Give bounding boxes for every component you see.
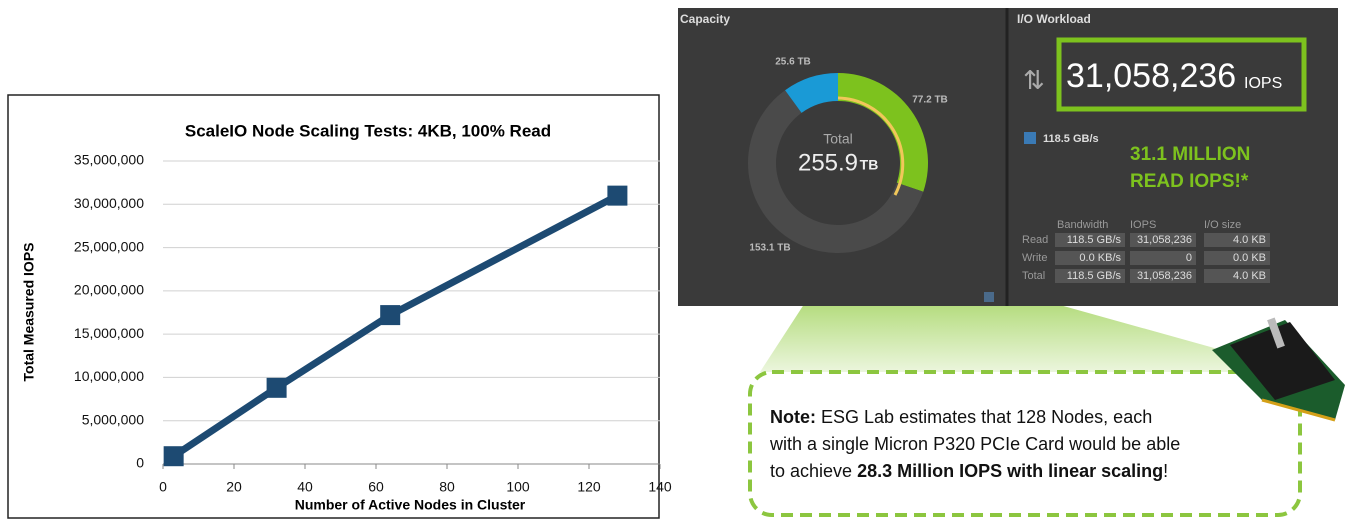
y-tick-label: 0 <box>136 455 144 471</box>
y-tick-label: 25,000,000 <box>74 238 144 254</box>
x-tick-label: 60 <box>368 479 384 495</box>
note-lead: Note: <box>770 407 816 427</box>
x-tick-label: 20 <box>226 479 242 495</box>
row-label: Total <box>1022 270 1045 282</box>
y-tick-label: 20,000,000 <box>74 282 144 298</box>
slice-label: 25.6 TB <box>775 57 811 68</box>
note-end: ! <box>1163 461 1168 481</box>
note-text: ESG Lab estimates that 128 Nodes, each <box>821 407 1152 427</box>
row-label: Read <box>1022 234 1048 246</box>
table-value: 31,058,236 <box>1137 234 1192 246</box>
table-header: Bandwidth <box>1057 219 1108 231</box>
x-tick-label: 0 <box>159 479 167 495</box>
note-line: to achieve 28.3 Million IOPS with linear… <box>770 461 1168 481</box>
x-tick-label: 140 <box>648 479 672 495</box>
figure: ScaleIO Node Scaling Tests: 4KB, 100% Re… <box>0 0 1346 519</box>
y-tick-label: 30,000,000 <box>74 195 144 211</box>
table-value: 0.0 KB <box>1233 252 1266 264</box>
y-tick-label: 10,000,000 <box>74 368 144 384</box>
table-value: 118.5 GB/s <box>1067 270 1122 282</box>
chart-title: ScaleIO Node Scaling Tests: 4KB, 100% Re… <box>185 121 551 140</box>
x-tick-label: 100 <box>506 479 530 495</box>
iops-unit: IOPS <box>1244 75 1282 92</box>
y-axis-label: Total Measured IOPS <box>21 243 37 382</box>
slice-label: 153.1 TB <box>749 243 790 254</box>
total-label: Total <box>823 131 853 147</box>
table-value: 0.0 KB/s <box>1079 252 1121 264</box>
x-axis-label: Number of Active Nodes in Cluster <box>295 497 526 513</box>
capacity-title: Capacity <box>680 12 730 26</box>
iops-value: 31,058,236 <box>1066 57 1236 95</box>
note-line: Note: ESG Lab estimates that 128 Nodes, … <box>770 407 1152 427</box>
table-header: IOPS <box>1130 219 1156 231</box>
total-value: 255.9 <box>798 149 858 176</box>
note-text: to achieve <box>770 461 852 481</box>
bandwidth: 118.5 GB/s <box>1043 133 1099 145</box>
point-marker <box>164 446 184 466</box>
y-tick-label: 35,000,000 <box>74 152 144 168</box>
headline: 31.1 MILLION <box>1130 144 1250 165</box>
table-value: 31,058,236 <box>1137 270 1192 282</box>
expand-icon[interactable] <box>984 292 994 302</box>
page: {"chart_data": [ {"type": "line", "title… <box>0 0 1346 519</box>
row-label: Write <box>1022 252 1047 264</box>
bandwidth-icon <box>1024 132 1036 144</box>
arrows-icon: ⇅ <box>1023 65 1045 95</box>
point-marker <box>380 305 400 325</box>
table-value: 4.0 KB <box>1233 234 1266 246</box>
io-title: I/O Workload <box>1017 12 1091 26</box>
table-value: 118.5 GB/s <box>1067 234 1122 246</box>
x-tick-label: 80 <box>439 479 455 495</box>
point-marker <box>267 378 287 398</box>
y-tick-label: 15,000,000 <box>74 325 144 341</box>
note-text: with a single Micron P320 PCIe Card woul… <box>769 434 1180 454</box>
total-unit: TB <box>860 157 879 173</box>
table-value: 4.0 KB <box>1233 270 1266 282</box>
headline: READ IOPS!* <box>1130 171 1249 192</box>
y-tick-label: 5,000,000 <box>82 411 144 427</box>
slice-label: 77.2 TB <box>912 95 948 106</box>
note-bold: 28.3 Million IOPS with linear scaling <box>857 461 1163 481</box>
table-value: 0 <box>1186 252 1192 264</box>
x-tick-label: 40 <box>297 479 313 495</box>
table-header: I/O size <box>1204 219 1241 231</box>
x-tick-label: 120 <box>577 479 601 495</box>
point-marker <box>607 186 627 206</box>
